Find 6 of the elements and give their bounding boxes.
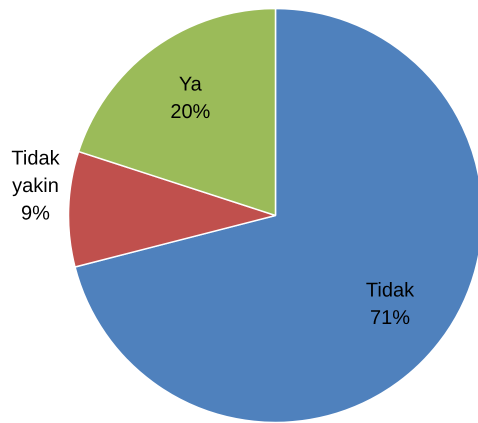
slice-label: Ya xyxy=(178,74,203,96)
slice-label: Tidak yakin xyxy=(11,147,61,197)
slice-label: Tidak xyxy=(366,280,416,302)
data-label: 71% xyxy=(370,307,410,330)
data-label: 20% xyxy=(170,101,211,124)
data-label: 9% xyxy=(21,202,50,224)
